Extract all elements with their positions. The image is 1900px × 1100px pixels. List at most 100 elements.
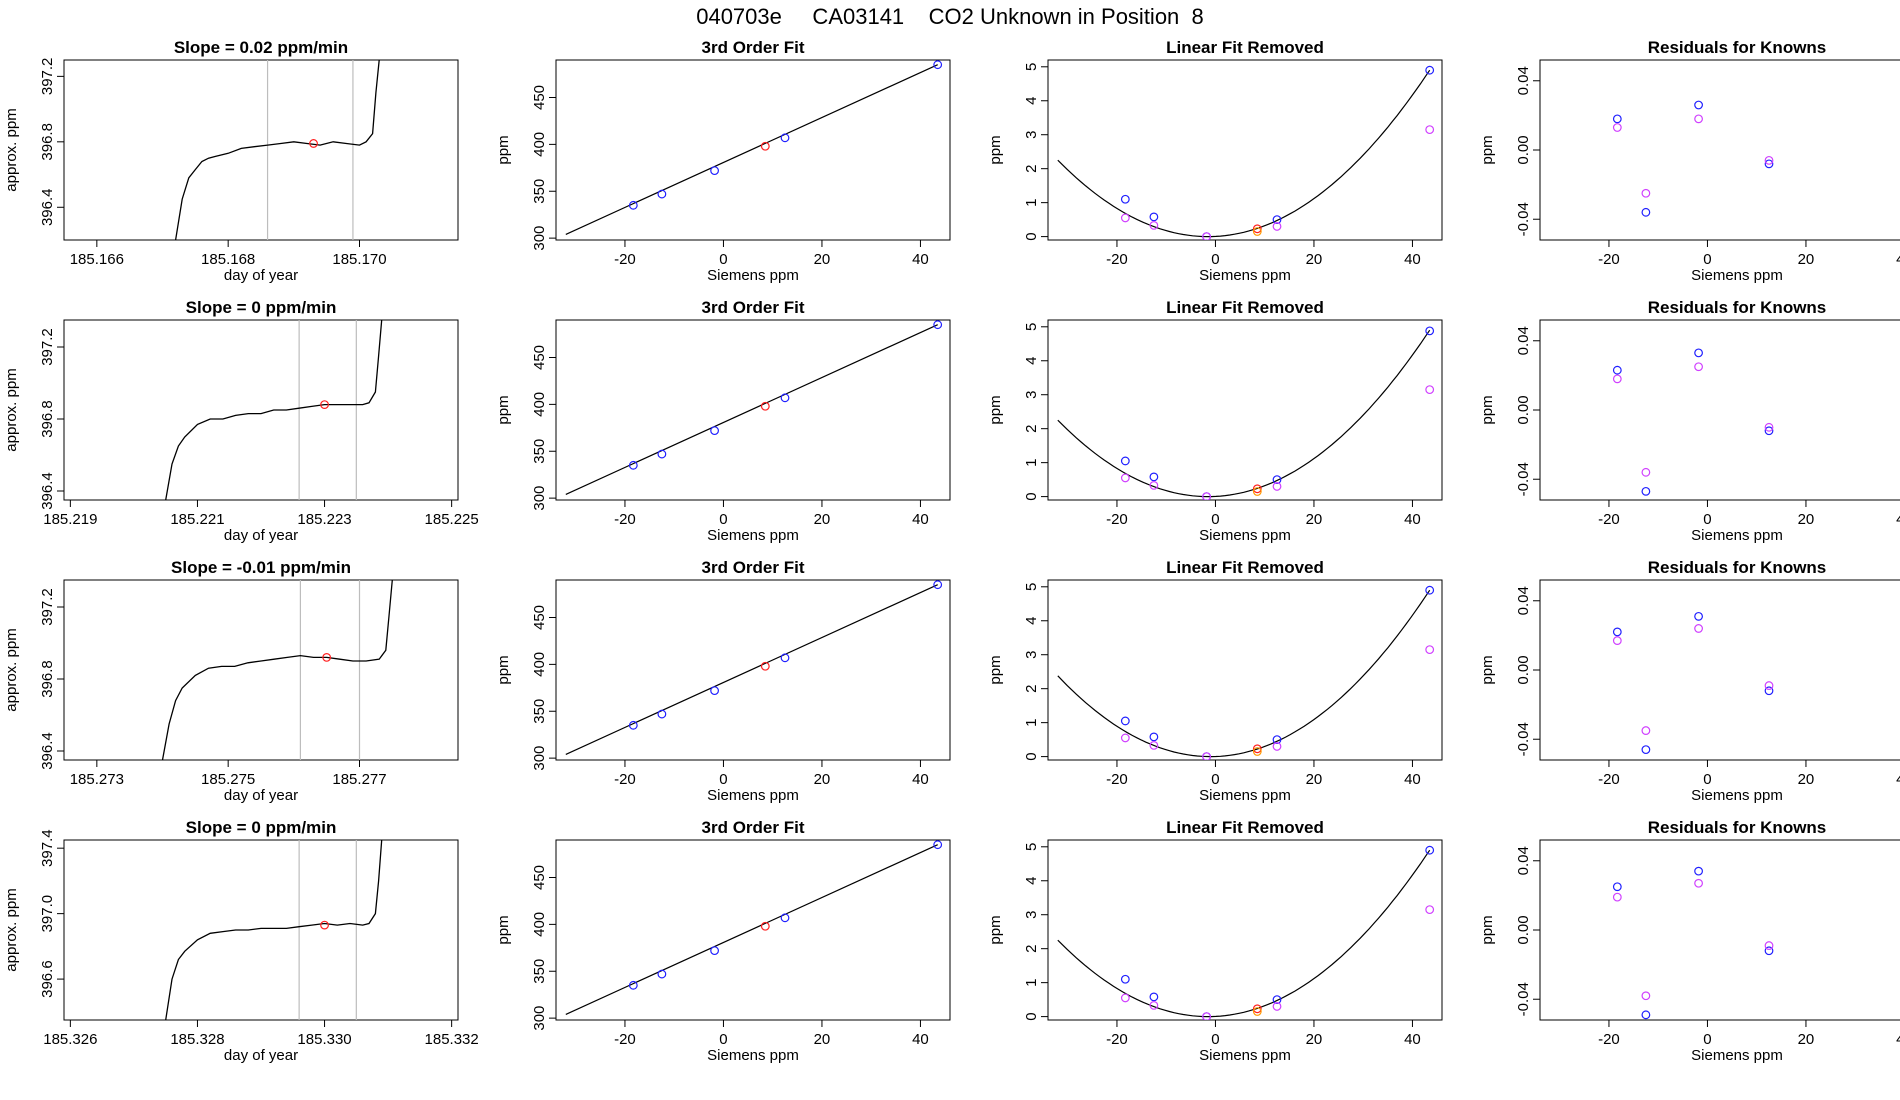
data-layer <box>174 60 380 240</box>
knowns-point <box>710 946 719 956</box>
knowns-point <box>1425 326 1435 336</box>
previous-point <box>1149 740 1159 750</box>
x-tick-label: -20 <box>614 771 636 788</box>
x-tick-label: 0 <box>1703 771 1711 788</box>
plot-frame <box>63 59 459 241</box>
previous-point <box>1202 232 1211 240</box>
y-axis-label: ppm <box>1479 655 1496 684</box>
knowns-point <box>1641 486 1651 496</box>
y-axis-label: ppm <box>987 395 1004 424</box>
x-tick-label: 20 <box>1798 771 1815 788</box>
data-layer <box>565 320 943 495</box>
data-layer <box>565 60 943 235</box>
x-tick-label: 185.332 <box>425 1031 479 1048</box>
unknown-point <box>1252 744 1262 754</box>
knowns-point <box>1149 472 1159 482</box>
x-tick-label: 40 <box>912 1031 929 1048</box>
x-axis-label: day of year <box>224 1047 298 1064</box>
previous-point <box>1149 480 1159 490</box>
chart-title: Linear Fit Removed <box>1166 298 1324 317</box>
chart-r4-time: Slope = 0 ppm/min 185.326 185.328 185.330 18… <box>0 812 479 1064</box>
y-tick-label: 2 <box>1023 425 1040 433</box>
data-layer <box>1057 585 1435 760</box>
chart-title: Residuals for Knowns <box>1648 818 1827 837</box>
chart-svg: Slope = 0 ppm/min 185.326 185.328 185.330 18… <box>3 818 479 1064</box>
x-tick-label: 0 <box>719 511 727 528</box>
chart-r1-fit3: 3rd Order Fit -20 0 20 40 300 350 400 450 Siemens… <box>484 32 964 284</box>
previous-point <box>1694 114 1703 124</box>
x-tick-label: 20 <box>1798 251 1815 268</box>
y-tick-label: 0.04 <box>1515 586 1532 615</box>
x-axis-label: Siemens ppm <box>707 787 799 804</box>
x-tick-label: 185.326 <box>43 1031 97 1048</box>
chart-r4-fit3: 3rd Order Fit -20 0 20 40 300 350 400 450 Siemens… <box>484 812 964 1064</box>
knowns-point <box>1272 215 1282 225</box>
fit-curve <box>1057 849 1431 1018</box>
unknown-alt-point <box>1252 487 1262 496</box>
y-tick-label: 396.8 <box>39 400 56 438</box>
knowns-point <box>657 189 667 199</box>
x-axis-label: Siemens ppm <box>1199 787 1291 804</box>
y-tick-label: 1 <box>1023 978 1040 986</box>
y-tick-label: 400 <box>531 652 548 677</box>
knowns-point <box>1641 1010 1651 1020</box>
y-axis-label: ppm <box>1479 915 1496 944</box>
knowns-point <box>1425 845 1435 855</box>
knowns-point <box>710 686 719 696</box>
fit-curve <box>1057 589 1431 758</box>
chart-svg: Residuals for Knowns -20 0 20 40 -0.04 0.00 0.0… <box>1479 558 1900 804</box>
y-tick-label: 400 <box>531 392 548 417</box>
knowns-point <box>1149 732 1159 742</box>
chart-title: Linear Fit Removed <box>1166 558 1324 577</box>
knowns-point <box>933 580 943 590</box>
previous-point <box>1694 878 1703 888</box>
chart-r2-time: Slope = 0 ppm/min 185.219 185.221 185.223 18… <box>0 292 479 544</box>
data-layer <box>161 580 393 760</box>
y-tick-label: 4 <box>1023 877 1040 885</box>
x-tick-label: 185.273 <box>70 771 124 788</box>
x-tick-label: 185.225 <box>425 511 479 528</box>
x-axis-label: day of year <box>224 527 298 544</box>
chart-r3-resid: Residuals for Knowns -20 0 20 40 -0.04 0.00 0.0… <box>1468 552 1900 804</box>
chart-svg: Slope = 0.02 ppm/min 185.166 185.168 185.17… <box>3 38 459 284</box>
unknown-point <box>1252 484 1262 494</box>
y-axis-label: ppm <box>495 915 512 944</box>
y-tick-label: 397.2 <box>39 588 56 626</box>
knowns-point <box>780 393 790 403</box>
x-tick-label: -20 <box>1598 771 1620 788</box>
x-tick-label: 185.221 <box>170 511 224 528</box>
knowns-point <box>657 449 667 459</box>
x-tick-label: 0 <box>719 1031 727 1048</box>
plot-frame <box>555 59 951 241</box>
y-tick-label: 3 <box>1023 651 1040 659</box>
knowns-point <box>1764 159 1774 169</box>
previous-point <box>1202 492 1211 500</box>
y-tick-label: 400 <box>531 132 548 157</box>
data-layer <box>1057 65 1435 240</box>
y-tick-label: 0.00 <box>1515 655 1532 684</box>
fit-curve <box>565 844 938 1015</box>
knowns-point <box>628 200 638 210</box>
x-tick-label: 40 <box>1404 1031 1421 1048</box>
x-tick-label: 185.166 <box>70 251 124 268</box>
unknown-point <box>309 139 318 148</box>
previous-point <box>1425 385 1435 395</box>
knowns-point <box>657 969 667 979</box>
fit-curve <box>565 64 938 235</box>
previous-point <box>1612 123 1622 132</box>
chart-svg: Residuals for Knowns -20 0 20 40 -0.04 0.00 0.0… <box>1479 818 1900 1064</box>
x-axis-label: Siemens ppm <box>707 267 799 284</box>
plot-frame <box>555 579 951 761</box>
unknown-point <box>320 920 329 930</box>
chart-r3-fit3: 3rd Order Fit -20 0 20 40 300 350 400 450 Siemens… <box>484 552 964 804</box>
y-tick-label: 4 <box>1023 617 1040 625</box>
knowns-point <box>780 653 790 663</box>
knowns-point <box>657 709 667 719</box>
chart-svg: Linear Fit Removed -20 0 20 40 0 1 2 3 4 5 Siemens … <box>987 38 1443 284</box>
x-tick-label: 40 <box>1896 511 1900 528</box>
knowns-point <box>710 166 719 176</box>
y-axis-label: approx. ppm <box>3 108 20 191</box>
x-axis-label: day of year <box>224 787 298 804</box>
x-axis-label: Siemens ppm <box>1199 1047 1291 1064</box>
chart-r3-linrem: Linear Fit Removed -20 0 20 40 0 1 2 3 4 5 Siemens … <box>976 552 1456 804</box>
